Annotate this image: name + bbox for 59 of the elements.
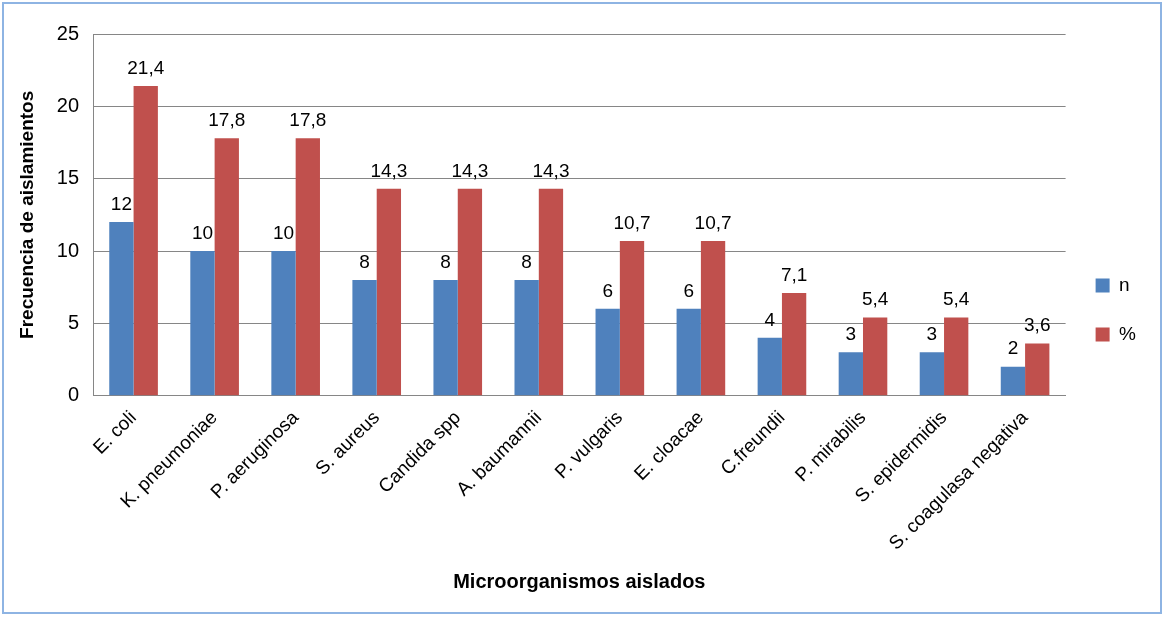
- data-label: 6: [602, 279, 613, 301]
- data-label: 14,3: [451, 159, 489, 181]
- data-label: 8: [521, 250, 532, 272]
- bar: [376, 188, 402, 396]
- data-label: 14,3: [370, 159, 408, 181]
- bar: [700, 240, 726, 396]
- bar: [619, 240, 645, 396]
- bar: [433, 279, 458, 396]
- bar: [271, 251, 296, 396]
- data-label: 21,4: [127, 56, 165, 78]
- data-label: 12: [110, 192, 132, 214]
- data-label: 10,7: [694, 211, 732, 233]
- bar: [457, 188, 483, 396]
- legend-label: n: [1119, 273, 1130, 295]
- data-label: 4: [764, 308, 776, 330]
- bar: [838, 352, 863, 396]
- y-tick-label: 0: [67, 383, 80, 406]
- bar: [595, 308, 620, 396]
- legend-label: %: [1119, 322, 1137, 344]
- data-label: 3: [926, 323, 938, 345]
- y-axis-title: Frecuencia de aislamientos: [15, 90, 37, 339]
- data-label: 5,4: [861, 288, 889, 310]
- bar: [538, 188, 564, 396]
- bar: [781, 292, 807, 396]
- y-tick-label: 10: [56, 238, 80, 261]
- bar: [757, 337, 782, 396]
- data-label: 17,8: [208, 108, 246, 130]
- bar: [109, 222, 134, 396]
- y-tick-label: 5: [67, 310, 80, 333]
- x-axis-title: Microorganismos aislados: [453, 569, 706, 592]
- bar: [214, 138, 239, 396]
- data-label: 5,4: [942, 288, 970, 310]
- data-label: 2: [1007, 337, 1019, 359]
- bar: [919, 352, 945, 396]
- data-label: 8: [440, 250, 451, 272]
- bar: [295, 138, 320, 396]
- y-tick-label: 15: [56, 166, 80, 189]
- data-label: 3,6: [1024, 314, 1051, 336]
- data-label: 17,8: [289, 108, 327, 130]
- data-label: 14,3: [532, 159, 570, 181]
- bar: [676, 308, 701, 396]
- data-label: 8: [359, 250, 370, 272]
- x-tick-label: E. coli: [88, 406, 141, 458]
- bar: [514, 279, 539, 396]
- bar: [862, 317, 888, 396]
- bar: [1025, 343, 1050, 396]
- data-label: 3: [845, 323, 857, 345]
- data-label: 10,7: [613, 211, 651, 233]
- data-label: 10: [272, 221, 295, 243]
- data-label: 7,1: [780, 263, 808, 285]
- bar: [1000, 366, 1026, 396]
- bar: [944, 317, 969, 396]
- bar: [133, 86, 158, 396]
- data-label: 10: [191, 221, 214, 243]
- y-tick-label: 20: [56, 93, 80, 116]
- data-label: 6: [683, 279, 695, 301]
- bar: [190, 251, 215, 396]
- bar: [352, 279, 377, 396]
- y-tick-label: 25: [56, 21, 80, 44]
